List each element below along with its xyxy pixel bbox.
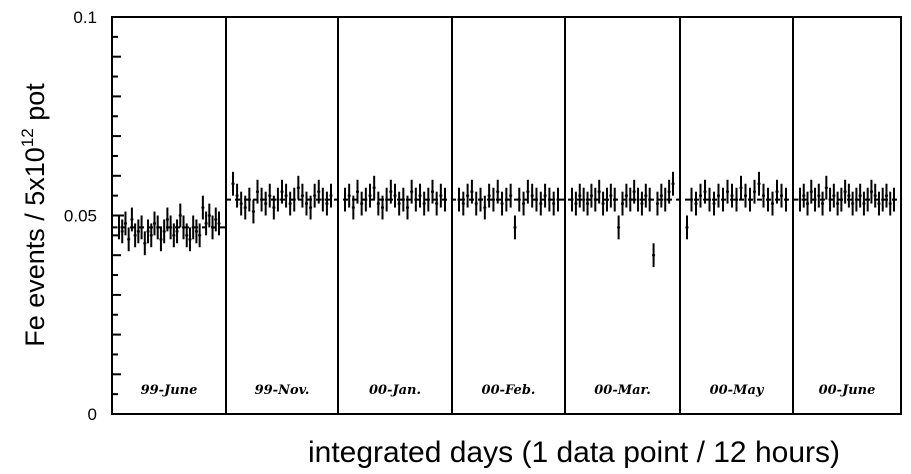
y-axis-label-main: Fe events / 5x10 — [20, 147, 50, 347]
y-axis-label-unit: pot — [20, 83, 50, 129]
y-axis-label-exponent: 12 — [18, 128, 37, 147]
panel-label: 00-May — [710, 383, 765, 398]
panel-label: 99-June — [141, 383, 198, 398]
plot-frame — [111, 16, 902, 415]
y-axis-ticks — [112, 16, 124, 415]
y-axis-label: Fe events / 5x1012 pot — [18, 83, 50, 347]
y-tick-label: 0 — [88, 405, 97, 424]
panel-label: 00-Mar. — [594, 383, 650, 398]
panel-label: 99-Nov. — [255, 383, 310, 398]
panel-label: 00-Feb. — [482, 383, 536, 398]
panel-dividers — [225, 17, 794, 414]
y-tick-label: 0.05 — [64, 207, 97, 226]
y-tick-labels: 0 0.05 0.1 — [64, 8, 97, 424]
panel-labels: 99-June 99-Nov. 00-Jan. 00-Feb. 00-Mar. 00-Ma… — [141, 383, 876, 398]
data-points — [117, 171, 896, 268]
y-tick-label: 0.1 — [73, 8, 97, 27]
panel-label: 00-Jan. — [369, 383, 421, 398]
x-axis-label: integrated days (1 data point / 12 hours… — [308, 436, 840, 469]
panel-label: 00-June — [819, 383, 876, 398]
